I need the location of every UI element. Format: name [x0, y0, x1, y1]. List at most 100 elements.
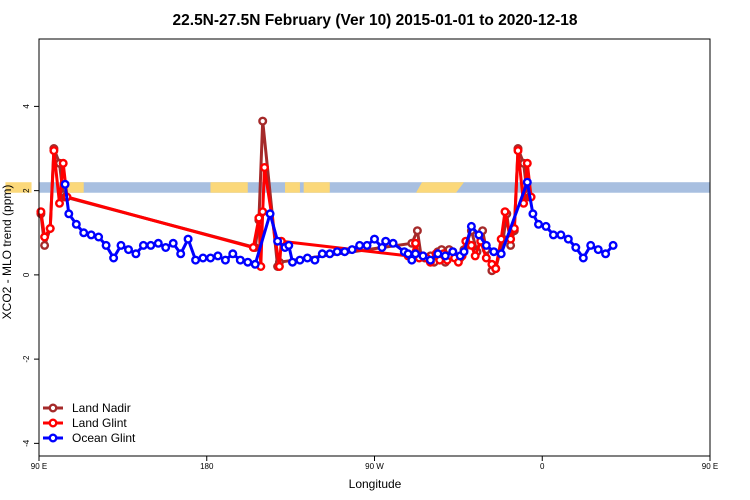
x-tick-label: 90 E: [702, 462, 718, 471]
data-point: [474, 230, 484, 240]
data-point: [243, 257, 253, 267]
land-ocean-band: [5, 182, 710, 193]
data-point: [146, 240, 156, 250]
data-point: [381, 236, 391, 246]
data-point: [362, 240, 372, 250]
data-point: [407, 255, 417, 265]
legend-item: Ocean Glint: [43, 431, 136, 445]
x-axis: 90 E 180 90 W 0 90 E: [31, 456, 718, 471]
data-point: [491, 264, 501, 274]
data-point: [571, 242, 581, 252]
data-point: [109, 253, 119, 263]
data-point: [55, 198, 65, 208]
data-point: [513, 146, 523, 156]
data-point: [388, 238, 398, 248]
data-point: [79, 228, 89, 238]
data-point: [496, 249, 506, 259]
data-point: [254, 213, 264, 223]
data-point: [548, 230, 558, 240]
data-point: [168, 238, 178, 248]
y-tick-label: -2: [22, 355, 31, 363]
data-point: [522, 177, 532, 187]
chart-title: 22.5N-27.5N February (Ver 10) 2015-01-01…: [173, 12, 578, 29]
data-point: [541, 221, 551, 231]
data-point: [340, 247, 350, 257]
data-point: [481, 253, 491, 263]
data-point: [161, 242, 171, 252]
data-point: [440, 251, 450, 261]
data-point: [58, 158, 68, 168]
data-point: [123, 245, 133, 255]
data-point: [153, 238, 163, 248]
legend-marker: [48, 433, 58, 443]
legend-marker: [48, 418, 58, 428]
y-tick-label: 0: [22, 272, 31, 277]
data-point: [310, 255, 320, 265]
y-tick-label: -4: [22, 439, 31, 447]
data-point: [228, 249, 238, 259]
data-point: [332, 247, 342, 257]
data-point: [528, 209, 538, 219]
data-point: [131, 249, 141, 259]
data-point: [302, 253, 312, 263]
data-point: [49, 146, 59, 156]
data-point: [45, 223, 55, 233]
data-point: [578, 253, 588, 263]
legend-label: Land Nadir: [72, 401, 131, 415]
land-band-segment: [61, 182, 84, 193]
x-tick-label: 0: [540, 462, 545, 471]
data-point: [248, 242, 258, 252]
x-tick-label: 180: [200, 462, 214, 471]
data-point: [258, 207, 268, 217]
series-layer: [36, 116, 618, 276]
ocean-band: [39, 182, 710, 193]
data-point: [260, 162, 270, 172]
legend-item: Land Glint: [43, 416, 127, 430]
data-point: [273, 236, 283, 246]
data-point: [459, 247, 469, 257]
data-point: [433, 249, 443, 259]
data-point: [64, 209, 74, 219]
land-band-segment: [210, 182, 248, 193]
legend-label: Ocean Glint: [72, 431, 136, 445]
data-point: [347, 245, 357, 255]
data-point: [101, 240, 111, 250]
data-point: [448, 247, 458, 257]
data-point: [191, 255, 201, 265]
data-point: [411, 238, 421, 248]
data-point: [370, 234, 380, 244]
data-point: [116, 240, 126, 250]
data-point: [563, 234, 573, 244]
data-point: [274, 262, 284, 272]
data-point: [265, 209, 275, 219]
data-point: [466, 240, 476, 250]
data-point: [556, 230, 566, 240]
data-point: [418, 251, 428, 261]
data-point: [466, 221, 476, 231]
data-point: [325, 249, 335, 259]
data-point: [258, 116, 268, 126]
data-point: [601, 249, 611, 259]
land-band-segment: [416, 182, 464, 193]
data-point: [205, 253, 215, 263]
data-point: [60, 179, 70, 189]
data-point: [425, 255, 435, 265]
data-point: [284, 240, 294, 250]
data-point: [522, 158, 532, 168]
data-point: [250, 259, 260, 269]
data-point: [534, 219, 544, 229]
data-point: [138, 240, 148, 250]
y-axis-label: XCO2 - MLO trend (ppm): [0, 185, 14, 320]
data-point: [377, 242, 387, 252]
data-point: [470, 251, 480, 261]
land-band-segment: [303, 182, 330, 193]
data-point: [235, 255, 245, 265]
y-axis: -4 -2 0 2 4: [22, 104, 39, 447]
data-point: [94, 232, 104, 242]
data-point: [288, 257, 298, 267]
legend-marker: [48, 403, 58, 413]
data-point: [317, 249, 327, 259]
x-tick-label: 90 E: [31, 462, 47, 471]
